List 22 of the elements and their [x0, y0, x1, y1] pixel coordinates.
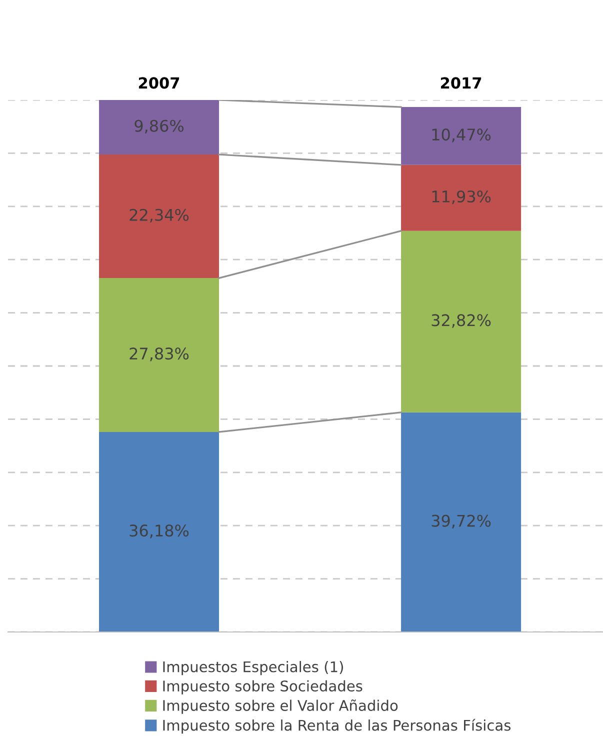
x-tick-label: 2017 — [440, 77, 482, 89]
bar — [401, 107, 522, 165]
x-tick-label: 2007 — [138, 77, 180, 89]
bar — [99, 432, 220, 632]
bar — [401, 164, 522, 231]
bar — [401, 412, 522, 632]
data-label: 32,82% — [432, 314, 491, 328]
data-label: 9,86% — [134, 120, 184, 134]
bar — [401, 230, 522, 412]
bar — [99, 278, 220, 432]
legend-label: Impuestos Especiales (1) — [163, 661, 343, 676]
data-label: 27,83% — [130, 348, 189, 362]
data-label: 36,18% — [130, 524, 189, 538]
data-label: 10,47% — [432, 128, 491, 142]
data-label: 11,93% — [432, 190, 491, 204]
legend-label: Impuesto sobre Sociedades — [163, 680, 362, 694]
bar — [99, 100, 220, 155]
legend-label: Impuesto sobre la Renta de las Personas Físicas — [163, 718, 511, 734]
bar — [99, 154, 220, 278]
data-label: 39,72% — [432, 514, 491, 528]
legend-label: Impuesto sobre el Valor Añadido — [163, 699, 398, 714]
data-label: 22,34% — [130, 208, 189, 223]
